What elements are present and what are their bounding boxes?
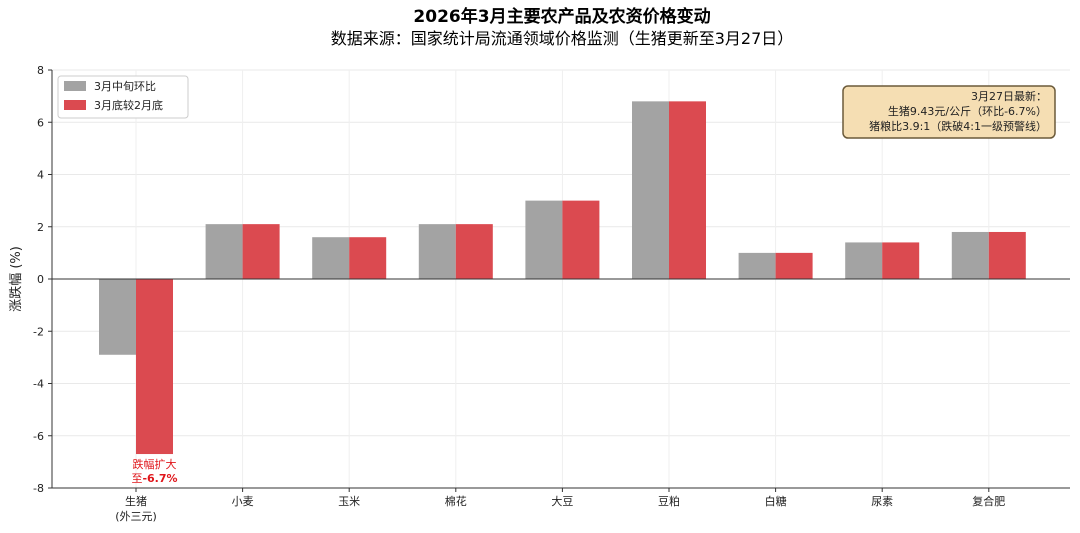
y-tick-label: -8 bbox=[33, 482, 44, 495]
y-tick-label: 0 bbox=[37, 273, 44, 286]
y-tick-label: 4 bbox=[37, 169, 44, 182]
info-box-line: 3月27日最新： bbox=[971, 89, 1047, 103]
info-box-line: 生猪9.43元/公斤（环比-6.7%） bbox=[888, 104, 1047, 118]
bar-series-1 bbox=[205, 224, 243, 279]
x-tick-label: 尿素 bbox=[871, 495, 893, 508]
y-tick-label: -6 bbox=[33, 430, 44, 443]
legend: 3月中旬环比 3月底较2月底 bbox=[57, 75, 189, 119]
bar-series-1 bbox=[525, 200, 563, 279]
y-axis-label: 涨跌幅 (%) bbox=[8, 246, 24, 312]
info-box-line: 猪粮比3.9:1（跌破4:1一级预警线） bbox=[869, 119, 1047, 133]
y-tick-label: 8 bbox=[37, 64, 44, 77]
bar-series-2 bbox=[669, 101, 706, 279]
bar-series-2 bbox=[136, 279, 173, 455]
annotation-value: -6.7% bbox=[142, 472, 177, 485]
bar-series-2 bbox=[988, 231, 1026, 279]
x-tick-label: 白糖 bbox=[765, 494, 787, 508]
legend-box bbox=[57, 75, 189, 119]
x-tick-label: 生猪 bbox=[125, 494, 147, 508]
x-tick-label: 玉米 bbox=[338, 495, 360, 508]
x-tick-label: 复合肥 bbox=[972, 494, 1005, 508]
legend-swatch bbox=[64, 100, 86, 110]
legend-swatch bbox=[64, 81, 86, 91]
bar-series-1 bbox=[845, 242, 883, 279]
y-tick-label: -2 bbox=[33, 325, 44, 338]
bar-series-1 bbox=[99, 279, 136, 355]
bar-series-2 bbox=[242, 224, 280, 279]
bar-series-2 bbox=[455, 224, 493, 279]
legend-label: 3月底较2月底 bbox=[94, 98, 163, 112]
bars bbox=[99, 101, 1026, 455]
x-tick-label: 大豆 bbox=[551, 494, 573, 508]
bar-series-2 bbox=[775, 252, 813, 279]
y-tick-label: -4 bbox=[33, 378, 44, 391]
annotation-line-1: 跌幅扩大 bbox=[133, 457, 177, 471]
bar-series-1 bbox=[418, 224, 456, 279]
annotation-line-2: 至-6.7% bbox=[131, 472, 177, 485]
bar-series-1 bbox=[632, 101, 669, 279]
latest-info-box: 3月27日最新：生猪9.43元/公斤（环比-6.7%）猪粮比3.9:1（跌破4:… bbox=[842, 85, 1056, 139]
x-tick-label: 小麦 bbox=[232, 495, 254, 508]
x-tick-label: 豆粕 bbox=[658, 494, 680, 508]
annotation-prefix: 至 bbox=[131, 472, 142, 485]
bar-series-1 bbox=[312, 237, 350, 279]
chart-subtitle: 数据来源：国家统计局流通领域价格监测（生猪更新至3月27日） bbox=[331, 29, 794, 48]
bar-series-2 bbox=[562, 200, 600, 279]
chart-title: 2026年3月主要农产品及农资价格变动 bbox=[413, 6, 710, 27]
bar-series-1 bbox=[951, 231, 989, 279]
legend-label: 3月中旬环比 bbox=[94, 80, 156, 93]
x-tick-label: (外三元) bbox=[115, 510, 157, 523]
bar-series-1 bbox=[738, 252, 776, 279]
tick-labels: -8 -6 -4 -2 0 2 4 6 8 生猪 (外三元) 小麦 玉米 棉花 大豆 豆粕 白糖 尿素 复合肥 bbox=[33, 64, 1005, 523]
y-tick-label: 2 bbox=[37, 221, 44, 234]
x-tick-label: 棉花 bbox=[445, 494, 467, 508]
bar-series-2 bbox=[349, 237, 387, 279]
info-box-background bbox=[842, 85, 1056, 139]
y-tick-label: 6 bbox=[37, 116, 44, 129]
bar-series-2 bbox=[882, 242, 920, 279]
